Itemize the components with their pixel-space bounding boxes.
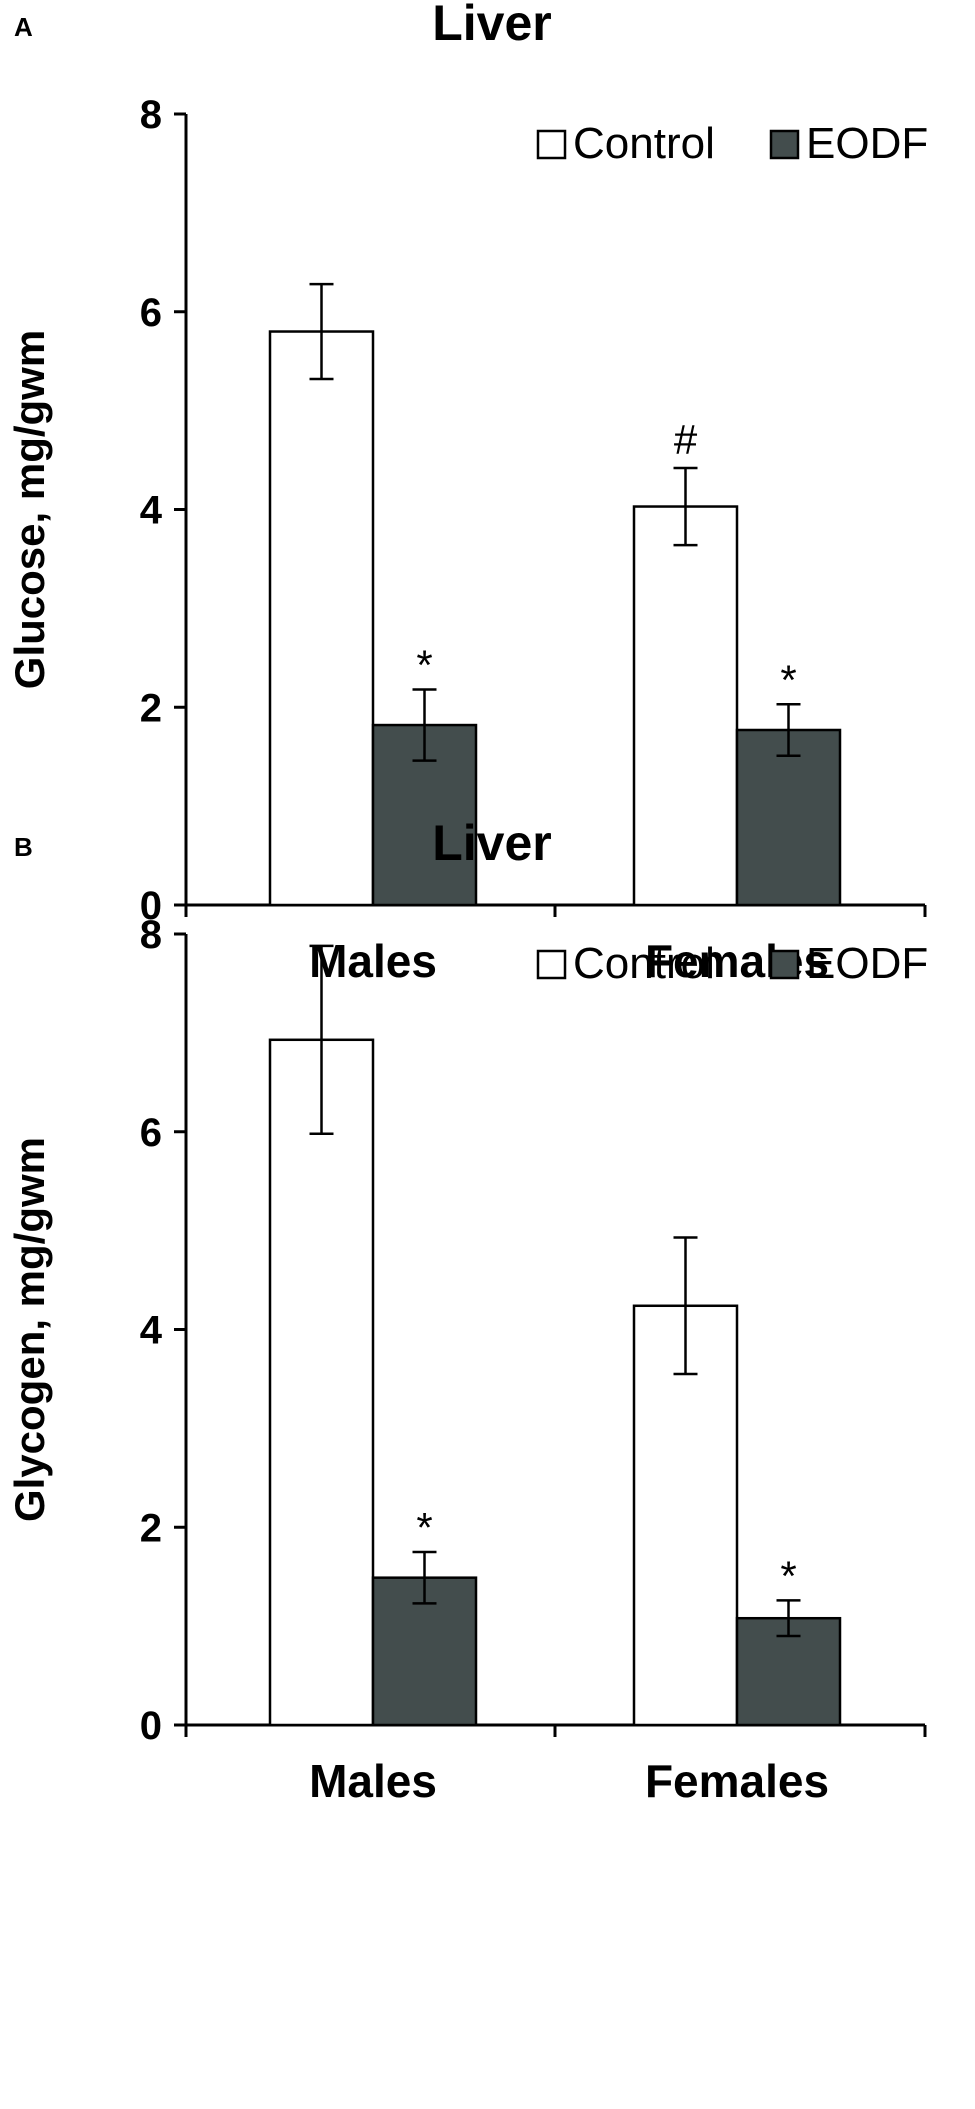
panel-a-y-tick-label: 6 — [140, 291, 162, 335]
panel-a-category-label: Males — [309, 935, 437, 987]
panel-a-legend-swatch-control — [536, 129, 567, 160]
panel-b-y-tick-label: 8 — [140, 913, 162, 957]
panel-b-legend-swatch-eodf — [769, 949, 800, 980]
panel-a-significance-mark: * — [780, 656, 796, 703]
panel-b-significance-mark: * — [416, 1504, 432, 1551]
panel-a-y-tick-label: 2 — [140, 686, 162, 730]
panel-a-y-tick-label: 8 — [140, 93, 162, 137]
panel-a-significance-mark: # — [674, 416, 698, 463]
panel-b-category-label: Males — [309, 1755, 437, 1807]
panel-a-y-tick-label: 4 — [140, 489, 163, 533]
panel-a-significance-mark: * — [416, 641, 432, 688]
panel-b-significance-mark: * — [780, 1552, 796, 1599]
panel-a-legend-label-eodf: EODF — [806, 119, 928, 168]
panel-b-legend-swatch-control — [536, 949, 567, 980]
panel-a-letter: A — [14, 12, 33, 42]
panel-b-y-tick-label: 2 — [140, 1506, 162, 1550]
panel-b-bar-control-females — [632, 1304, 739, 1727]
panel-b-y-tick-label: 6 — [140, 1111, 162, 1155]
panel-a-bar-eodf-females — [735, 728, 842, 907]
panel-a-y-tick-label: 0 — [140, 884, 162, 928]
panel-b-y-tick-label: 4 — [140, 1309, 163, 1353]
panel-b-category-label: Females — [645, 1755, 829, 1807]
panel-b-y-axis-label: Glycogen, mg/gwm — [6, 1137, 53, 1522]
panel-b-letter: B — [14, 832, 33, 862]
panel-b-legend-label-control: Control — [573, 939, 715, 988]
panel-b-bar-control-males — [268, 1038, 375, 1727]
panel-a-legend-label-control: Control — [573, 119, 715, 168]
panel-b-title: Liver — [432, 815, 552, 871]
panel-a-bar-control-females — [632, 505, 739, 907]
panel-a-y-axis-label: Glucose, mg/gwm — [6, 330, 53, 689]
panel-a-bar-control-males — [268, 330, 375, 907]
panel-a-legend-swatch-eodf — [769, 129, 800, 160]
panel-a-title: Liver — [432, 0, 552, 51]
panel-b-y-tick-label: 0 — [140, 1704, 162, 1748]
panel-b-legend-label-eodf: EODF — [806, 939, 928, 988]
